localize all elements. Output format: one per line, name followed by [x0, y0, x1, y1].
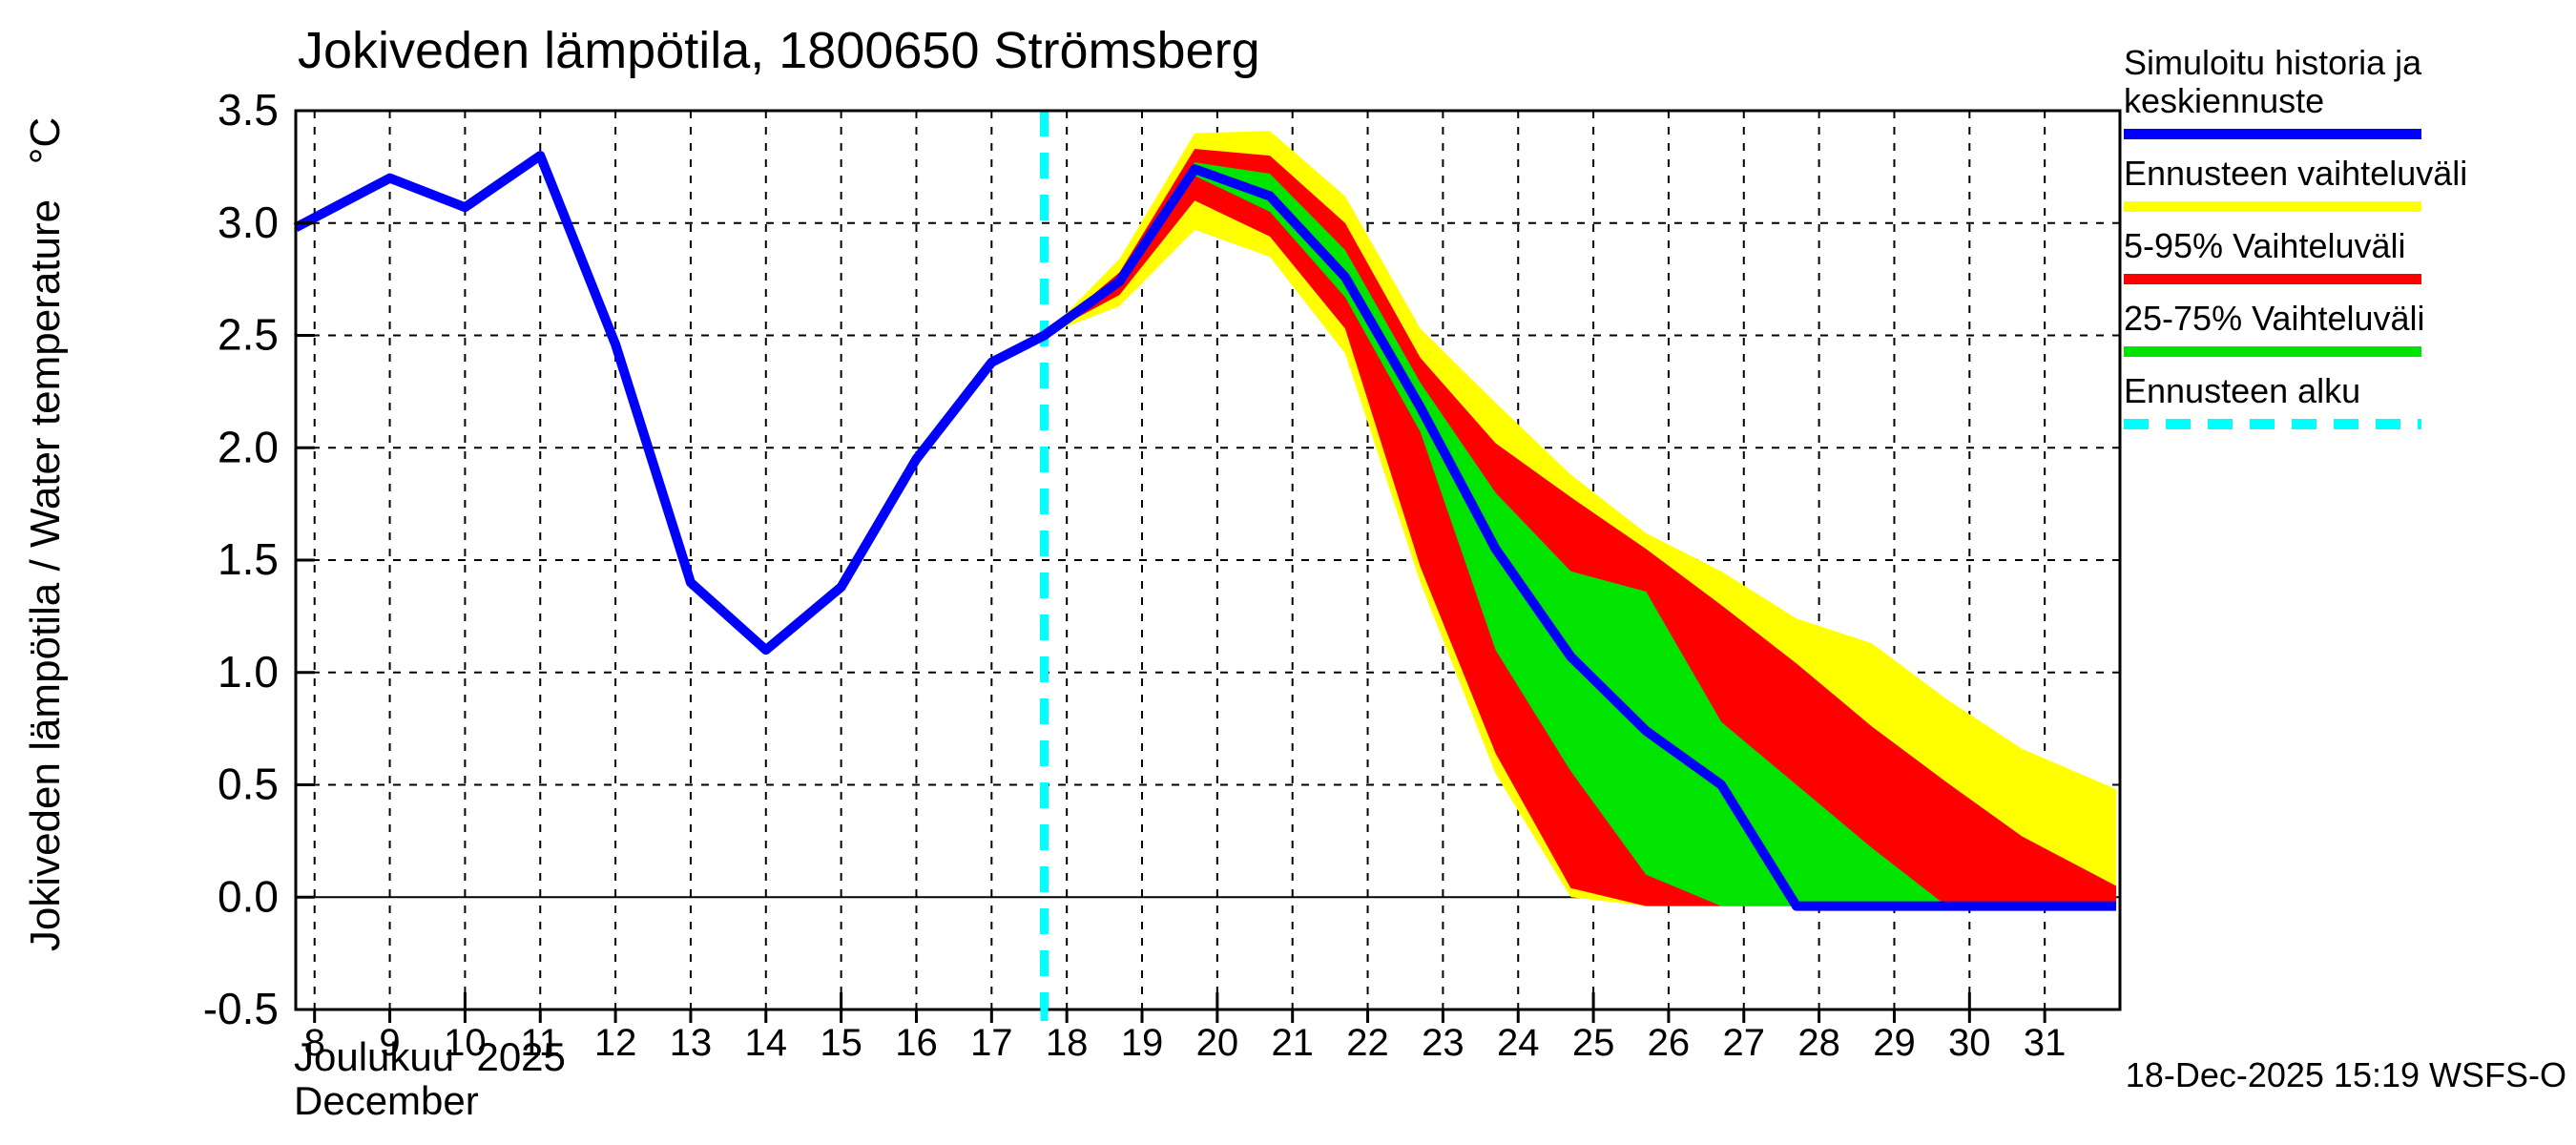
svg-text:13: 13 [670, 1022, 713, 1064]
legend-item: 5-95% Vaihteluväli [2124, 227, 2563, 284]
legend-label: 25-75% Vaihteluväli [2124, 299, 2425, 338]
svg-text:30: 30 [1948, 1022, 1991, 1064]
timestamp: 18-Dec-2025 15:19 WSFS-O [2125, 1055, 2566, 1094]
legend-label: Ennusteen alku [2124, 371, 2361, 410]
legend-label: Ennusteen vaihteluväli [2124, 154, 2468, 193]
legend-label: 5-95% Vaihteluväli [2124, 226, 2406, 265]
svg-text:9: 9 [379, 1022, 400, 1064]
svg-text:0.0: 0.0 [218, 871, 279, 921]
svg-text:25: 25 [1572, 1022, 1615, 1064]
svg-text:21: 21 [1271, 1022, 1314, 1064]
svg-text:8: 8 [304, 1022, 325, 1064]
svg-text:2.5: 2.5 [218, 310, 279, 360]
legend-swatch-line [2124, 346, 2421, 357]
svg-text:17: 17 [970, 1022, 1013, 1064]
svg-text:11: 11 [520, 1022, 560, 1064]
legend-swatch-line [2124, 274, 2421, 284]
svg-text:12: 12 [594, 1022, 637, 1064]
x-axis-month-fi: Joulukuu 2025 [294, 1034, 566, 1079]
legend-swatch-dashed-line [2124, 419, 2421, 429]
x-axis-month-en: December [294, 1078, 479, 1123]
svg-text:1.5: 1.5 [218, 534, 279, 584]
svg-text:14: 14 [745, 1022, 788, 1064]
svg-text:15: 15 [820, 1022, 862, 1064]
svg-text:19: 19 [1121, 1022, 1164, 1064]
legend-swatch-line [2124, 129, 2421, 139]
legend-item: Simuloitu historia ja keskiennuste [2124, 44, 2563, 139]
legend: Simuloitu historia ja keskiennuste Ennuste… [2124, 44, 2563, 445]
svg-text:31: 31 [2024, 1022, 2067, 1064]
svg-text:26: 26 [1648, 1022, 1691, 1064]
chart-title: Jokiveden lämpötila, 1800650 Strömsberg [298, 22, 1260, 79]
svg-text:10: 10 [444, 1022, 487, 1064]
legend-label: keskiennuste [2124, 81, 2325, 120]
svg-text:3.5: 3.5 [218, 85, 279, 135]
legend-label: Simuloitu historia ja [2124, 43, 2422, 82]
svg-text:20: 20 [1196, 1022, 1239, 1064]
svg-text:0.5: 0.5 [218, 760, 279, 809]
svg-text:3.0: 3.0 [218, 198, 279, 247]
svg-text:29: 29 [1873, 1022, 1916, 1064]
svg-text:2.0: 2.0 [218, 422, 279, 471]
svg-text:16: 16 [895, 1022, 938, 1064]
svg-text:1.0: 1.0 [218, 647, 279, 697]
legend-item: Ennusteen alku [2124, 372, 2563, 429]
svg-text:18: 18 [1046, 1022, 1089, 1064]
svg-text:27: 27 [1723, 1022, 1766, 1064]
svg-text:23: 23 [1422, 1022, 1465, 1064]
legend-item: 25-75% Vaihteluväli [2124, 300, 2563, 357]
svg-text:-0.5: -0.5 [203, 984, 279, 1033]
svg-text:28: 28 [1797, 1022, 1840, 1064]
svg-text:22: 22 [1346, 1022, 1389, 1064]
legend-item: Ennusteen vaihteluväli [2124, 155, 2563, 212]
svg-text:24: 24 [1497, 1022, 1540, 1064]
legend-swatch-line [2124, 201, 2421, 212]
